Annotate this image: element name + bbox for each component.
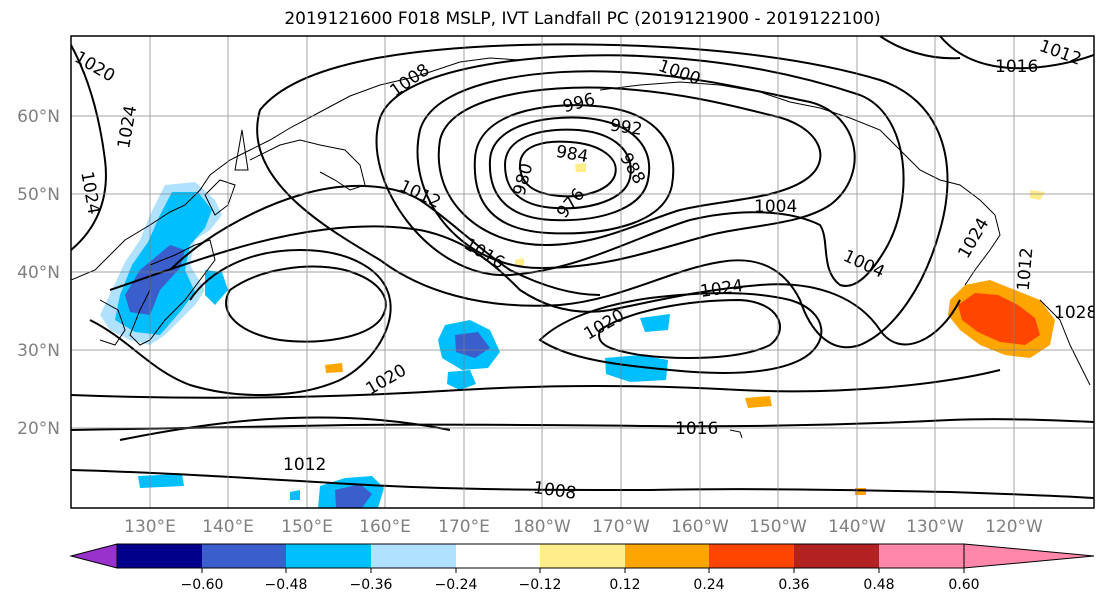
colorbar-tick-label: 0.24 [693, 577, 724, 593]
lat-label: 30°N [17, 341, 60, 361]
colorbar-tick-label: 0.12 [609, 577, 640, 593]
map-frame [70, 35, 1095, 509]
ivt-negative-japan-inner [125, 245, 185, 315]
colorbar-tick-label: 0.36 [778, 577, 809, 593]
colorbar-segment [794, 544, 879, 568]
ivt-negative-small [138, 474, 184, 488]
colorbar-tick-label: −0.12 [519, 577, 562, 593]
colorbar-extend-right [963, 543, 1095, 569]
colorbar-segment [625, 544, 709, 568]
map-title: 2019121600 F018 MSLP, IVT Landfall PC (2… [284, 9, 881, 29]
ivt-positive-small-5 [1030, 190, 1045, 200]
colorbar-tick-label: −0.24 [435, 577, 478, 593]
ivt-positive-california-inner [958, 293, 1040, 345]
lon-label: 140°W [828, 517, 886, 537]
colorbar-tick-label: −0.36 [350, 577, 393, 593]
lon-label: 160°E [359, 517, 411, 537]
lat-label: 40°N [17, 263, 60, 283]
isobar-label: 1028 [1054, 303, 1097, 323]
colorbar-segment [371, 544, 456, 568]
colorbar: −0.60 −0.48 −0.36 −0.24 −0.12 0.12 0.24 … [69, 543, 1095, 593]
colorbar-tick-label: −0.48 [265, 577, 308, 593]
lon-label: 150°W [749, 517, 807, 537]
isobar-label: 1004 [754, 197, 797, 217]
ivt-negative-small-2 [290, 490, 300, 500]
lat-label: 60°N [17, 107, 60, 127]
colorbar-segment [879, 544, 964, 568]
colorbar-tick-label: 0.48 [863, 577, 894, 593]
longitude-labels: 130°E 140°E 150°E 160°E 170°E 180°W 170°… [124, 517, 1043, 537]
colorbar-extend-left [69, 543, 118, 569]
graticule [71, 36, 1094, 508]
lon-label: 130°W [906, 517, 964, 537]
colorbar-segment [286, 544, 371, 568]
ivt-negative-central-2 [447, 370, 476, 390]
lon-label: 150°E [281, 517, 333, 537]
isobar-label: 1016 [675, 419, 718, 439]
latitude-labels: 60°N 50°N 40°N 30°N 20°N [17, 107, 60, 439]
lon-label: 130°E [124, 517, 176, 537]
isobar-label: 1012 [283, 455, 326, 475]
ivt-positive-small-2 [325, 363, 343, 373]
lon-label: 170°E [438, 517, 490, 537]
coastlines [71, 57, 1091, 439]
colorbar-tick-label: −0.60 [181, 577, 224, 593]
isobar-label: 992 [609, 116, 644, 140]
isobars [71, 36, 1094, 499]
colorbar-segment [540, 544, 625, 568]
ivt-negative-south-inner [335, 484, 372, 508]
colorbar-ticks [201, 568, 965, 573]
colorbar-segment [117, 544, 202, 568]
ivt-positive-small-6 [515, 258, 524, 266]
lon-label: 160°W [671, 517, 729, 537]
lat-label: 20°N [17, 419, 60, 439]
ivt-negative-central-4 [640, 314, 670, 332]
isobar-label: 1012 [1014, 247, 1038, 292]
colorbar-segment [709, 544, 794, 568]
lat-label: 50°N [17, 185, 60, 205]
colorbar-segment [202, 544, 286, 568]
lon-label: 180°W [513, 517, 571, 537]
ivt-positive-small-3 [575, 163, 586, 172]
lon-label: 120°W [985, 517, 1043, 537]
ivt-positive-small-1 [745, 396, 772, 408]
colorbar-segment [456, 544, 540, 568]
lon-label: 170°W [592, 517, 650, 537]
colorbar-tick-label: 0.60 [948, 577, 979, 593]
isobar-label: 1016 [995, 57, 1038, 77]
lon-label: 140°E [202, 517, 254, 537]
